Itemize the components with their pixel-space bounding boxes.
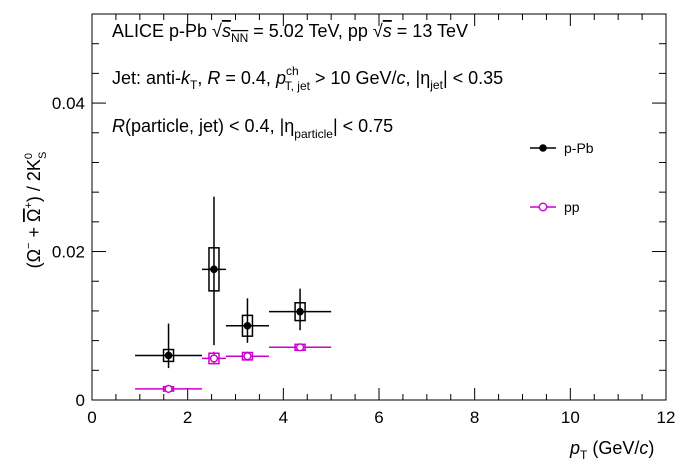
data-layer [135, 196, 332, 393]
axes: 0 2 4 6 8 10 12 0 0.02 0.04 [52, 13, 676, 427]
annotation-line1: ALICE p-Pb √sNN = 5.02 TeV, pp √s = 13 T… [112, 21, 468, 45]
data-point [164, 351, 173, 360]
data-point [210, 265, 218, 274]
sys-error-box [208, 352, 220, 365]
data-point [164, 384, 173, 393]
data-point [296, 307, 304, 316]
x-axis-label: pT (GeV/c) [569, 438, 654, 462]
legend: p-Pb pp [530, 140, 594, 215]
y-tick-label: 0.04 [52, 94, 85, 113]
data-point [243, 321, 252, 330]
annotation-line2: Jet: anti-kT, R = 0.4, pch T, jet > 10 Ge… [112, 64, 503, 93]
sys-error-box [241, 314, 254, 337]
x-tick-label: 12 [657, 408, 676, 427]
sys-error-box [294, 302, 306, 322]
y-axis-label: (Ω− + Ω+) / 2K0 S [23, 152, 49, 269]
x-tick-label: 10 [561, 408, 580, 427]
sys-error-box [208, 247, 220, 292]
legend-marker-pp [538, 202, 548, 212]
y-tick-label: 0 [76, 391, 85, 410]
x-tick-label: 4 [279, 408, 288, 427]
x-tick-label: 0 [87, 408, 96, 427]
legend-label-pp: pp [564, 199, 580, 215]
sys-error-box [162, 348, 175, 363]
data-point [243, 352, 252, 361]
data-point [295, 343, 305, 352]
x-tick-label: 8 [470, 408, 479, 427]
legend-label-ppb: p-Pb [564, 140, 594, 156]
series-pp [135, 343, 332, 393]
annotation-line3: R(particle, jet) < 0.4, |ηparticle| < 0.… [112, 116, 393, 141]
legend-marker-ppb [539, 144, 547, 152]
x-tick-label: 6 [374, 408, 383, 427]
data-point [209, 354, 219, 363]
y-tick-label: 0.02 [52, 243, 85, 262]
series-p-Pb [135, 196, 332, 369]
x-tick-label: 2 [183, 408, 192, 427]
